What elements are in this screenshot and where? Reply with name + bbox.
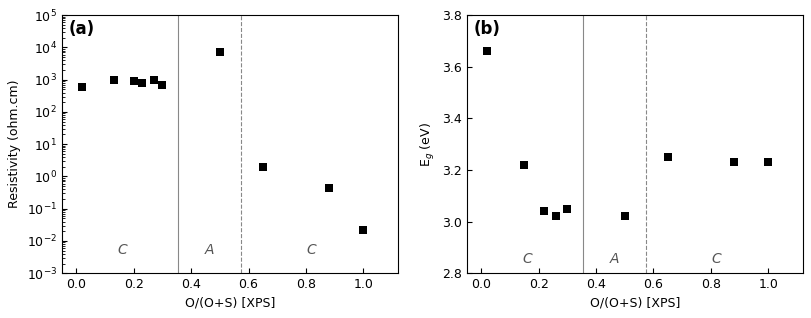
- X-axis label: O/(O+S) [XPS]: O/(O+S) [XPS]: [590, 297, 680, 310]
- Text: C: C: [522, 252, 532, 266]
- Text: (b): (b): [474, 20, 500, 38]
- X-axis label: O/(O+S) [XPS]: O/(O+S) [XPS]: [185, 297, 275, 310]
- Text: C: C: [307, 243, 316, 257]
- Text: (a): (a): [69, 20, 95, 38]
- Text: C: C: [712, 252, 722, 266]
- Text: A: A: [205, 243, 215, 257]
- Text: A: A: [610, 252, 620, 266]
- Y-axis label: E$_g$ (eV): E$_g$ (eV): [418, 122, 436, 167]
- Text: C: C: [118, 243, 127, 257]
- Y-axis label: Resistivity (ohm.cm): Resistivity (ohm.cm): [8, 80, 21, 208]
